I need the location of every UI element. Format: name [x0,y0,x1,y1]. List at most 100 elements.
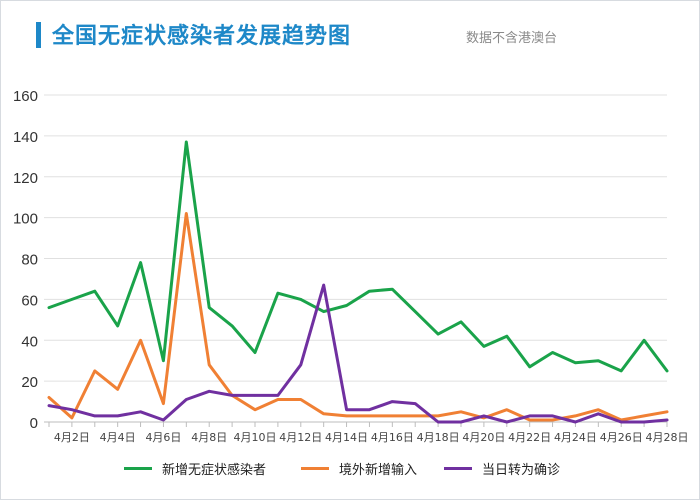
data-point [436,332,440,336]
data-point [436,414,440,418]
data-point [185,212,188,215]
data-point [47,306,51,309]
data-point [665,418,669,422]
series-line-1 [47,212,669,422]
data-point [665,410,669,413]
series-lines [47,140,669,424]
series-line-2 [47,283,669,424]
data-point [299,398,302,401]
data-point [322,310,325,313]
data-point [391,400,394,403]
data-point [368,414,371,418]
x-tick-label: 4月6日 [145,431,181,444]
data-point [230,394,234,397]
data-point [528,414,531,418]
data-point [642,420,646,424]
y-tick-label: 100 [13,211,38,228]
data-point [70,416,74,420]
legend-swatch [124,467,152,470]
x-tick-label: 4月2日 [54,431,90,444]
y-tick-label: 40 [21,333,38,350]
data-point [528,365,531,369]
x-tick-label: 4月28日 [646,431,689,444]
data-point [414,414,417,418]
data-point [597,412,600,416]
legend-label: 新增无症状感染者 [162,463,267,478]
data-point [368,408,371,411]
axes: 0 20 40 60 80 100 120 140 160 4月2日 4月4日 4月6日 4月8日 4月1… [13,88,689,444]
data-point [276,394,280,397]
data-point [620,369,623,373]
data-point [162,418,165,422]
data-point [482,345,486,348]
x-tick-label: 4月22日 [508,431,551,444]
data-point [93,290,96,293]
x-tick-label: 4月8日 [191,431,227,444]
x-tick-label: 4月26日 [600,431,643,444]
data-point [459,320,463,324]
data-point [276,398,280,401]
data-point [414,310,417,313]
data-point [116,414,119,418]
data-point [620,420,623,424]
data-point [642,414,646,418]
data-point [185,140,188,144]
x-tick-label: 4月16日 [371,431,414,444]
data-point [299,298,302,301]
data-point [574,420,577,424]
legend-label: 当日转为确诊 [482,463,561,478]
x-tick-label: 4月18日 [417,431,460,444]
data-point [391,414,394,418]
data-point [47,396,51,399]
data-point [391,287,394,291]
y-tick-label: 20 [21,374,38,391]
data-point [482,414,486,418]
legend-label: 境外新增输入 [339,463,418,478]
data-point [414,402,417,405]
data-point [436,420,440,424]
data-point [162,402,165,405]
x-tick-label: 4月14日 [325,431,368,444]
y-tick-label: 160 [13,88,38,105]
data-point [505,420,508,424]
data-point [139,261,142,264]
data-point [253,394,257,397]
y-tick-label: 140 [13,129,38,146]
data-point [208,390,211,393]
data-point [665,369,669,373]
data-point [345,414,348,418]
data-point [597,359,600,362]
x-tick-label: 4月4日 [100,431,136,444]
data-point [528,418,531,422]
data-point [322,283,325,287]
data-point [642,339,646,342]
data-point [185,398,188,401]
y-tick-label: 80 [21,252,38,269]
data-point [230,324,234,328]
data-point [551,418,554,422]
data-point [299,363,302,366]
data-point [139,339,142,342]
data-point [162,359,165,362]
data-point [505,334,508,338]
data-point [70,298,74,301]
grid-lines [44,94,667,423]
data-point [253,351,257,354]
title-accent-bar [36,22,41,48]
data-point [47,404,51,407]
legend: 新增无症状感染者 境外新增输入 当日转为确诊 [0,458,700,478]
data-point [70,408,74,411]
data-point [459,420,463,424]
data-point [345,408,348,411]
data-point [551,351,554,354]
data-point [322,412,325,416]
y-tick-label: 120 [13,170,38,187]
series-line-0 [47,140,669,373]
x-tick-label: 4月20日 [462,431,505,444]
legend-swatch [301,467,329,470]
legend-swatch [444,467,472,470]
y-tick-label: 60 [21,292,38,309]
data-point [93,414,96,418]
data-note: 数据不含港澳台 [466,31,558,46]
